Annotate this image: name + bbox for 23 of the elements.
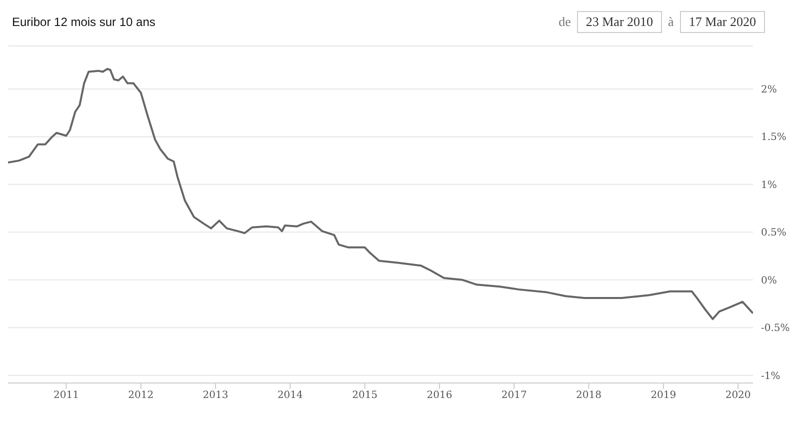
text: de [558,14,571,30]
y-tick-label: -0.5% [761,323,790,334]
y-tick-label: 2% [761,84,777,96]
x-tick-label: 2017 [501,390,527,402]
text: à [668,14,674,30]
y-tick-label: 1.5% [761,132,786,144]
x-tick-label: 2015 [352,390,378,402]
chart-title: Euribor 12 mois sur 10 ans [12,15,156,29]
x-tick-label: 2020 [725,390,751,402]
y-tick-label: 0.5% [761,228,786,239]
y-tick-label: 0% [761,275,777,286]
x-tick-label: 2018 [576,390,602,402]
x-tick-label: 2013 [202,390,228,402]
x-tick-label: 2012 [128,390,154,402]
y-tick-label: -1% [761,370,780,382]
line-series [8,68,753,320]
x-tick-label: 2019 [650,390,676,402]
x-tick-label: 2011 [54,390,79,402]
x-tick-label: 2016 [426,390,452,402]
text: 17 Mar 2020 [680,11,765,33]
y-tick-label: 1% [761,180,777,191]
x-tick-label: 2014 [277,390,303,402]
text: 23 Mar 2010 [576,11,662,33]
